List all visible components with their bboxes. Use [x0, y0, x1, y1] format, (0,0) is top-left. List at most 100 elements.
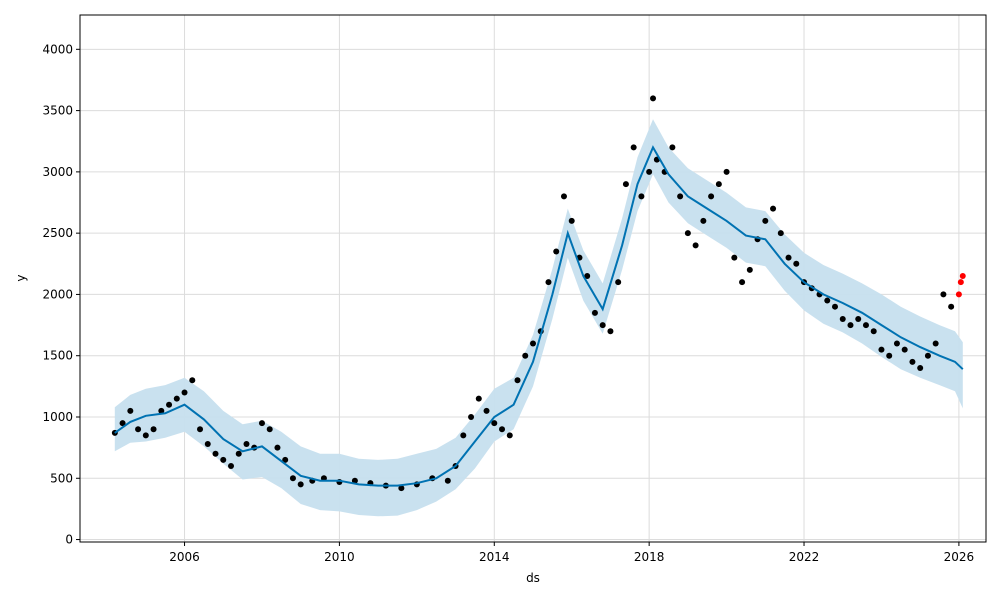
observed-point	[289, 475, 296, 482]
observed-point	[677, 193, 684, 200]
observed-point	[158, 407, 165, 414]
observed-point	[522, 352, 529, 359]
observed-point	[258, 420, 265, 427]
holdout-point	[955, 291, 962, 298]
observed-point	[475, 395, 482, 402]
observed-point	[599, 322, 606, 329]
observed-point	[692, 242, 699, 249]
observed-point	[204, 440, 211, 447]
observed-point	[932, 340, 939, 347]
forecast-line	[114, 145, 964, 487]
observed-point	[924, 352, 931, 359]
observed-point	[491, 420, 498, 427]
observed-point	[862, 322, 869, 329]
observed-point	[893, 340, 900, 347]
observed-point	[142, 432, 149, 439]
observed-point	[650, 95, 657, 102]
observed-point	[762, 217, 769, 224]
y-tick-label: 500	[50, 471, 73, 485]
x-tick-label: 2026	[944, 550, 975, 564]
y-tick-label: 1000	[42, 410, 73, 424]
observed-point	[243, 440, 250, 447]
observed-point	[212, 450, 219, 457]
observed-point	[622, 181, 629, 188]
observed-point	[700, 217, 707, 224]
x-tick-label: 2006	[169, 550, 200, 564]
observed-point	[545, 279, 552, 286]
observed-point	[584, 273, 591, 280]
observed-point	[917, 364, 924, 371]
observed-point	[607, 328, 614, 335]
observed-point	[135, 426, 142, 433]
observed-point	[560, 193, 567, 200]
y-tick-label: 0	[65, 533, 73, 547]
observed-point	[901, 346, 908, 353]
observed-point	[940, 291, 947, 298]
holdout-point	[959, 273, 966, 280]
observed-point	[878, 346, 885, 353]
observed-point	[630, 144, 637, 151]
y-tick-label: 2500	[42, 226, 73, 240]
observed-point	[847, 322, 854, 329]
observed-point	[669, 144, 676, 151]
observed-point	[886, 352, 893, 359]
observed-point	[166, 401, 173, 408]
observed-point	[197, 426, 204, 433]
axis-layer: 2006 2010 2014 2018 2022 2026 0 500 1000 1500 2000…	[42, 42, 974, 564]
observed-point	[127, 407, 134, 414]
observed-point	[909, 358, 916, 365]
y-tick-label: 3500	[42, 104, 73, 118]
x-tick-label: 2022	[789, 550, 820, 564]
observed-point	[468, 413, 475, 420]
observed-point	[793, 260, 800, 267]
x-axis-label: ds	[526, 571, 540, 585]
observed-point	[770, 205, 777, 212]
forecast-line-layer	[114, 145, 964, 487]
observed-point	[274, 444, 281, 451]
observed-point	[568, 217, 575, 224]
observed-point	[553, 248, 560, 255]
observed-point	[870, 328, 877, 335]
observed-point	[514, 377, 521, 384]
observed-point	[173, 395, 180, 402]
x-tick-label: 2018	[634, 550, 665, 564]
observed-point	[181, 389, 188, 396]
observed-point	[746, 266, 753, 273]
observed-point	[785, 254, 792, 261]
observed-point	[228, 463, 234, 470]
observed-point	[591, 309, 598, 316]
observed-point	[708, 193, 715, 200]
holdout-points-layer	[955, 273, 966, 298]
x-tick-label: 2010	[324, 550, 355, 564]
observed-point	[723, 168, 730, 175]
observed-point	[715, 181, 722, 188]
observed-point	[282, 456, 289, 463]
holdout-point	[957, 279, 964, 286]
observed-point	[266, 426, 273, 433]
observed-point	[351, 477, 358, 484]
observed-point	[855, 315, 862, 322]
observed-point	[615, 279, 622, 286]
observed-point	[119, 420, 126, 427]
observed-point	[777, 230, 784, 237]
observed-point	[824, 297, 831, 304]
observed-point	[460, 432, 467, 439]
y-tick-label: 4000	[42, 42, 73, 56]
plot-frame	[79, 14, 987, 543]
observed-point	[398, 485, 405, 492]
observed-point	[731, 254, 738, 261]
observed-point	[235, 450, 242, 457]
observed-point	[684, 230, 691, 237]
observed-point	[506, 432, 513, 439]
observed-point	[638, 193, 645, 200]
y-tick-label: 1500	[42, 349, 73, 363]
observed-point	[530, 340, 536, 347]
observed-point	[220, 456, 227, 463]
y-axis-label: y	[14, 274, 28, 281]
observed-point	[483, 407, 490, 414]
x-tick-label: 2014	[479, 550, 510, 564]
observed-point	[150, 426, 157, 433]
observed-point	[444, 477, 451, 484]
observed-point	[832, 303, 838, 310]
